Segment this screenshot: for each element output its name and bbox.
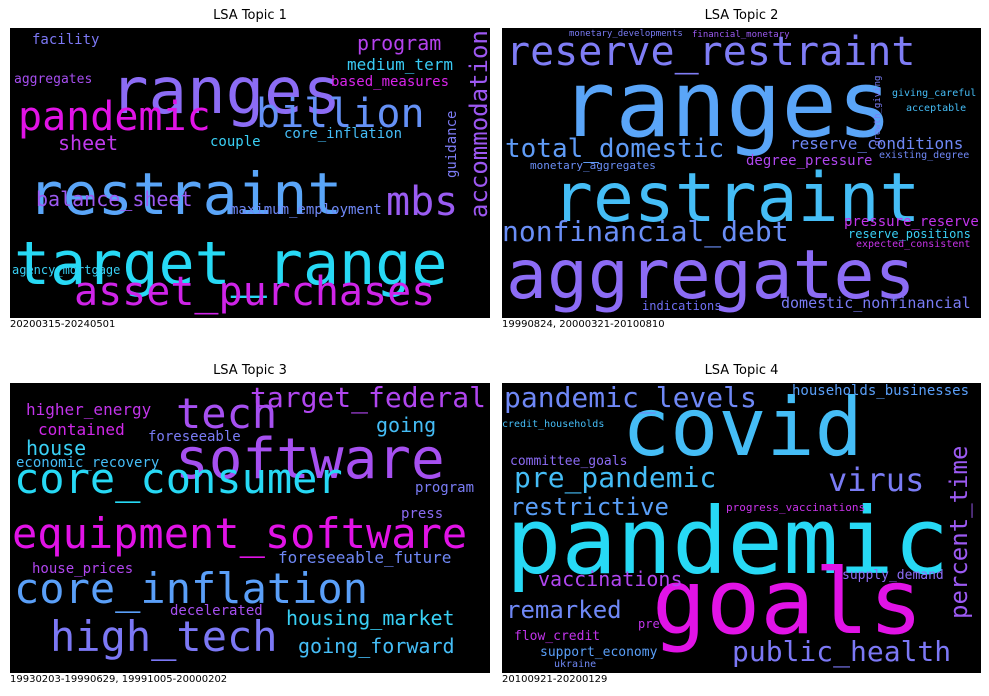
word-ukraine: ukraine <box>554 659 596 670</box>
panel-4-title: LSA Topic 4 <box>704 363 779 378</box>
panel-2-wordcloud: ranges restraint aggregates reserve_restrai… <box>502 28 981 318</box>
word-maximum-employment: maximum_employment <box>230 202 382 218</box>
word-pandemic: pandemic <box>18 94 211 140</box>
word-contained: contained <box>38 420 125 439</box>
word-existing-degree: existing_degree <box>879 150 969 161</box>
word-foreseeable-future: foreseeable_future <box>278 548 451 567</box>
word-billion: billion <box>256 91 425 137</box>
panel-1-date-range: 20200315-20240501 <box>10 319 116 330</box>
word-sheet: sheet <box>58 131 118 155</box>
word-medium-term: medium_term <box>347 55 453 74</box>
word-monetary-aggregates: monetary_aggregates <box>530 159 656 172</box>
panel-3-svg: softwareequipment_softwarecore_consumerc… <box>12 383 486 661</box>
word-nonfinancial-debt: nonfinancial_debt <box>502 215 789 249</box>
word-high-tech: high_tech <box>50 612 278 661</box>
word-target-range: target_range <box>14 229 447 299</box>
word-percent-time: percent_time <box>945 446 973 619</box>
panel-2-title: LSA Topic 2 <box>704 8 779 23</box>
word-total-domestic: total_domestic <box>505 134 724 164</box>
word-program: program <box>415 480 474 496</box>
word-house-prices: house_prices <box>32 561 133 577</box>
panel-3-title: LSA Topic 3 <box>213 363 287 378</box>
word-expected-consistent: expected_consistent <box>856 239 970 250</box>
word-restrictive: restrictive <box>510 493 669 521</box>
word-acceptable: acceptable <box>906 103 966 114</box>
word-pandemic-levels: pandemic_levels <box>504 383 757 415</box>
word-facility: facility <box>32 32 99 48</box>
word-going: going <box>376 413 436 437</box>
word-supply-demand: supply_demand <box>842 568 944 583</box>
word-house: house <box>26 436 86 460</box>
word-aggregates: aggregates <box>14 72 92 87</box>
word-program: program <box>357 31 441 55</box>
word-reserve-conditions: reserve_conditions <box>790 134 963 153</box>
word-goals: goals <box>652 550 923 655</box>
word-degree-pressure: degree_pressure <box>746 153 872 169</box>
word-pressure-reserve: pressure_reserve <box>844 214 979 230</box>
word-mbs: mbs <box>386 179 458 225</box>
panel-4-date-range: 20100921-20200129 <box>502 674 608 685</box>
panel-3-wordcloud: software equipment_software core_consumer c… <box>10 383 490 673</box>
word-giving-careful: giving_careful <box>892 88 976 99</box>
word-virus: virus <box>828 461 924 499</box>
word-core-consumer: core_consumer <box>14 454 343 503</box>
word-aggregates: aggregates <box>506 236 915 315</box>
word-domestic-nonfinancial: domestic_nonfinancial <box>781 294 971 312</box>
word-tech: tech <box>176 389 277 438</box>
word-balance-sheet: balance_sheet <box>36 187 193 211</box>
word-households-businesses: households_businesses <box>792 383 969 399</box>
word-based-measures: based_measures <box>331 74 449 90</box>
word-foreseeable: foreseeable <box>148 429 241 445</box>
word-pre-pandemic: pre_pandemic <box>514 461 716 495</box>
word-equipment-software: equipment_software <box>12 509 467 558</box>
word-asset-purchases: asset_purchases <box>74 269 435 315</box>
word-agency-mortgage: agency_mortgage <box>12 263 120 277</box>
word-couple: couple <box>210 134 261 150</box>
word-reserve-restraint: reserve_restraint <box>506 29 915 75</box>
word-monetary-developments: monetary_developments <box>569 29 683 39</box>
word-economic-recovery: economic_recovery <box>16 455 159 471</box>
word-pre: pre <box>638 617 660 631</box>
word-committee-goals: committee_goals <box>510 454 627 469</box>
panel-1-title: LSA Topic 1 <box>213 8 287 23</box>
word-housing-market: housing_market <box>286 606 455 630</box>
panel-1-wordcloud: ranges target_range restraint pandemic asset… <box>10 28 490 318</box>
word-press: press <box>401 506 443 522</box>
panel-2-date-range: 19990824, 20000321-20100810 <box>502 319 665 330</box>
word-restraint: restraint <box>552 159 920 238</box>
word-core-inflation: core_inflation <box>14 564 368 613</box>
word-decelerated: decelerated <box>170 603 263 619</box>
word-credit-households: credit_households <box>502 419 604 430</box>
word-vaccinations: vaccinations <box>538 567 683 591</box>
word-progress-vaccinations: progress_vaccinations <box>726 501 865 514</box>
word-accommodation: accommodation <box>465 30 490 218</box>
word-higher-energy: higher_energy <box>26 400 152 419</box>
word-guidance: guidance <box>444 111 460 178</box>
word-support-economy: support_economy <box>540 645 658 660</box>
word-public-health: public_health <box>732 635 951 669</box>
word-remarked: remarked <box>506 596 622 624</box>
word-pandemic: pandemic <box>506 488 949 595</box>
word-indications: indications <box>642 299 721 313</box>
word-growth-giving: growth_giving <box>873 76 883 146</box>
word-ranges: ranges <box>110 55 341 129</box>
word-ranges: ranges <box>560 51 892 158</box>
word-core-inflation: core_inflation <box>284 126 402 142</box>
panel-4-wordcloud: pandemic covid goals pandemic_levels pre_pan… <box>502 383 981 673</box>
word-restraint: restraint <box>28 160 342 228</box>
word-going-forward: going_forward <box>298 634 455 658</box>
panel-4-svg: pandemic covid goals pandemic_levels pre_pan… <box>502 383 973 670</box>
word-software: software <box>175 427 445 492</box>
word-reserve-positions: reserve_positions <box>848 227 971 241</box>
word-flow-credit: flow_credit <box>514 629 600 644</box>
word-covid: covid <box>622 383 863 474</box>
word-financial-monetary: financial_monetary <box>692 30 790 40</box>
word-target-federal: target_federal <box>250 383 486 415</box>
panel-3-date-range: 19930203-19990629, 19991005-20000202 <box>10 674 228 685</box>
